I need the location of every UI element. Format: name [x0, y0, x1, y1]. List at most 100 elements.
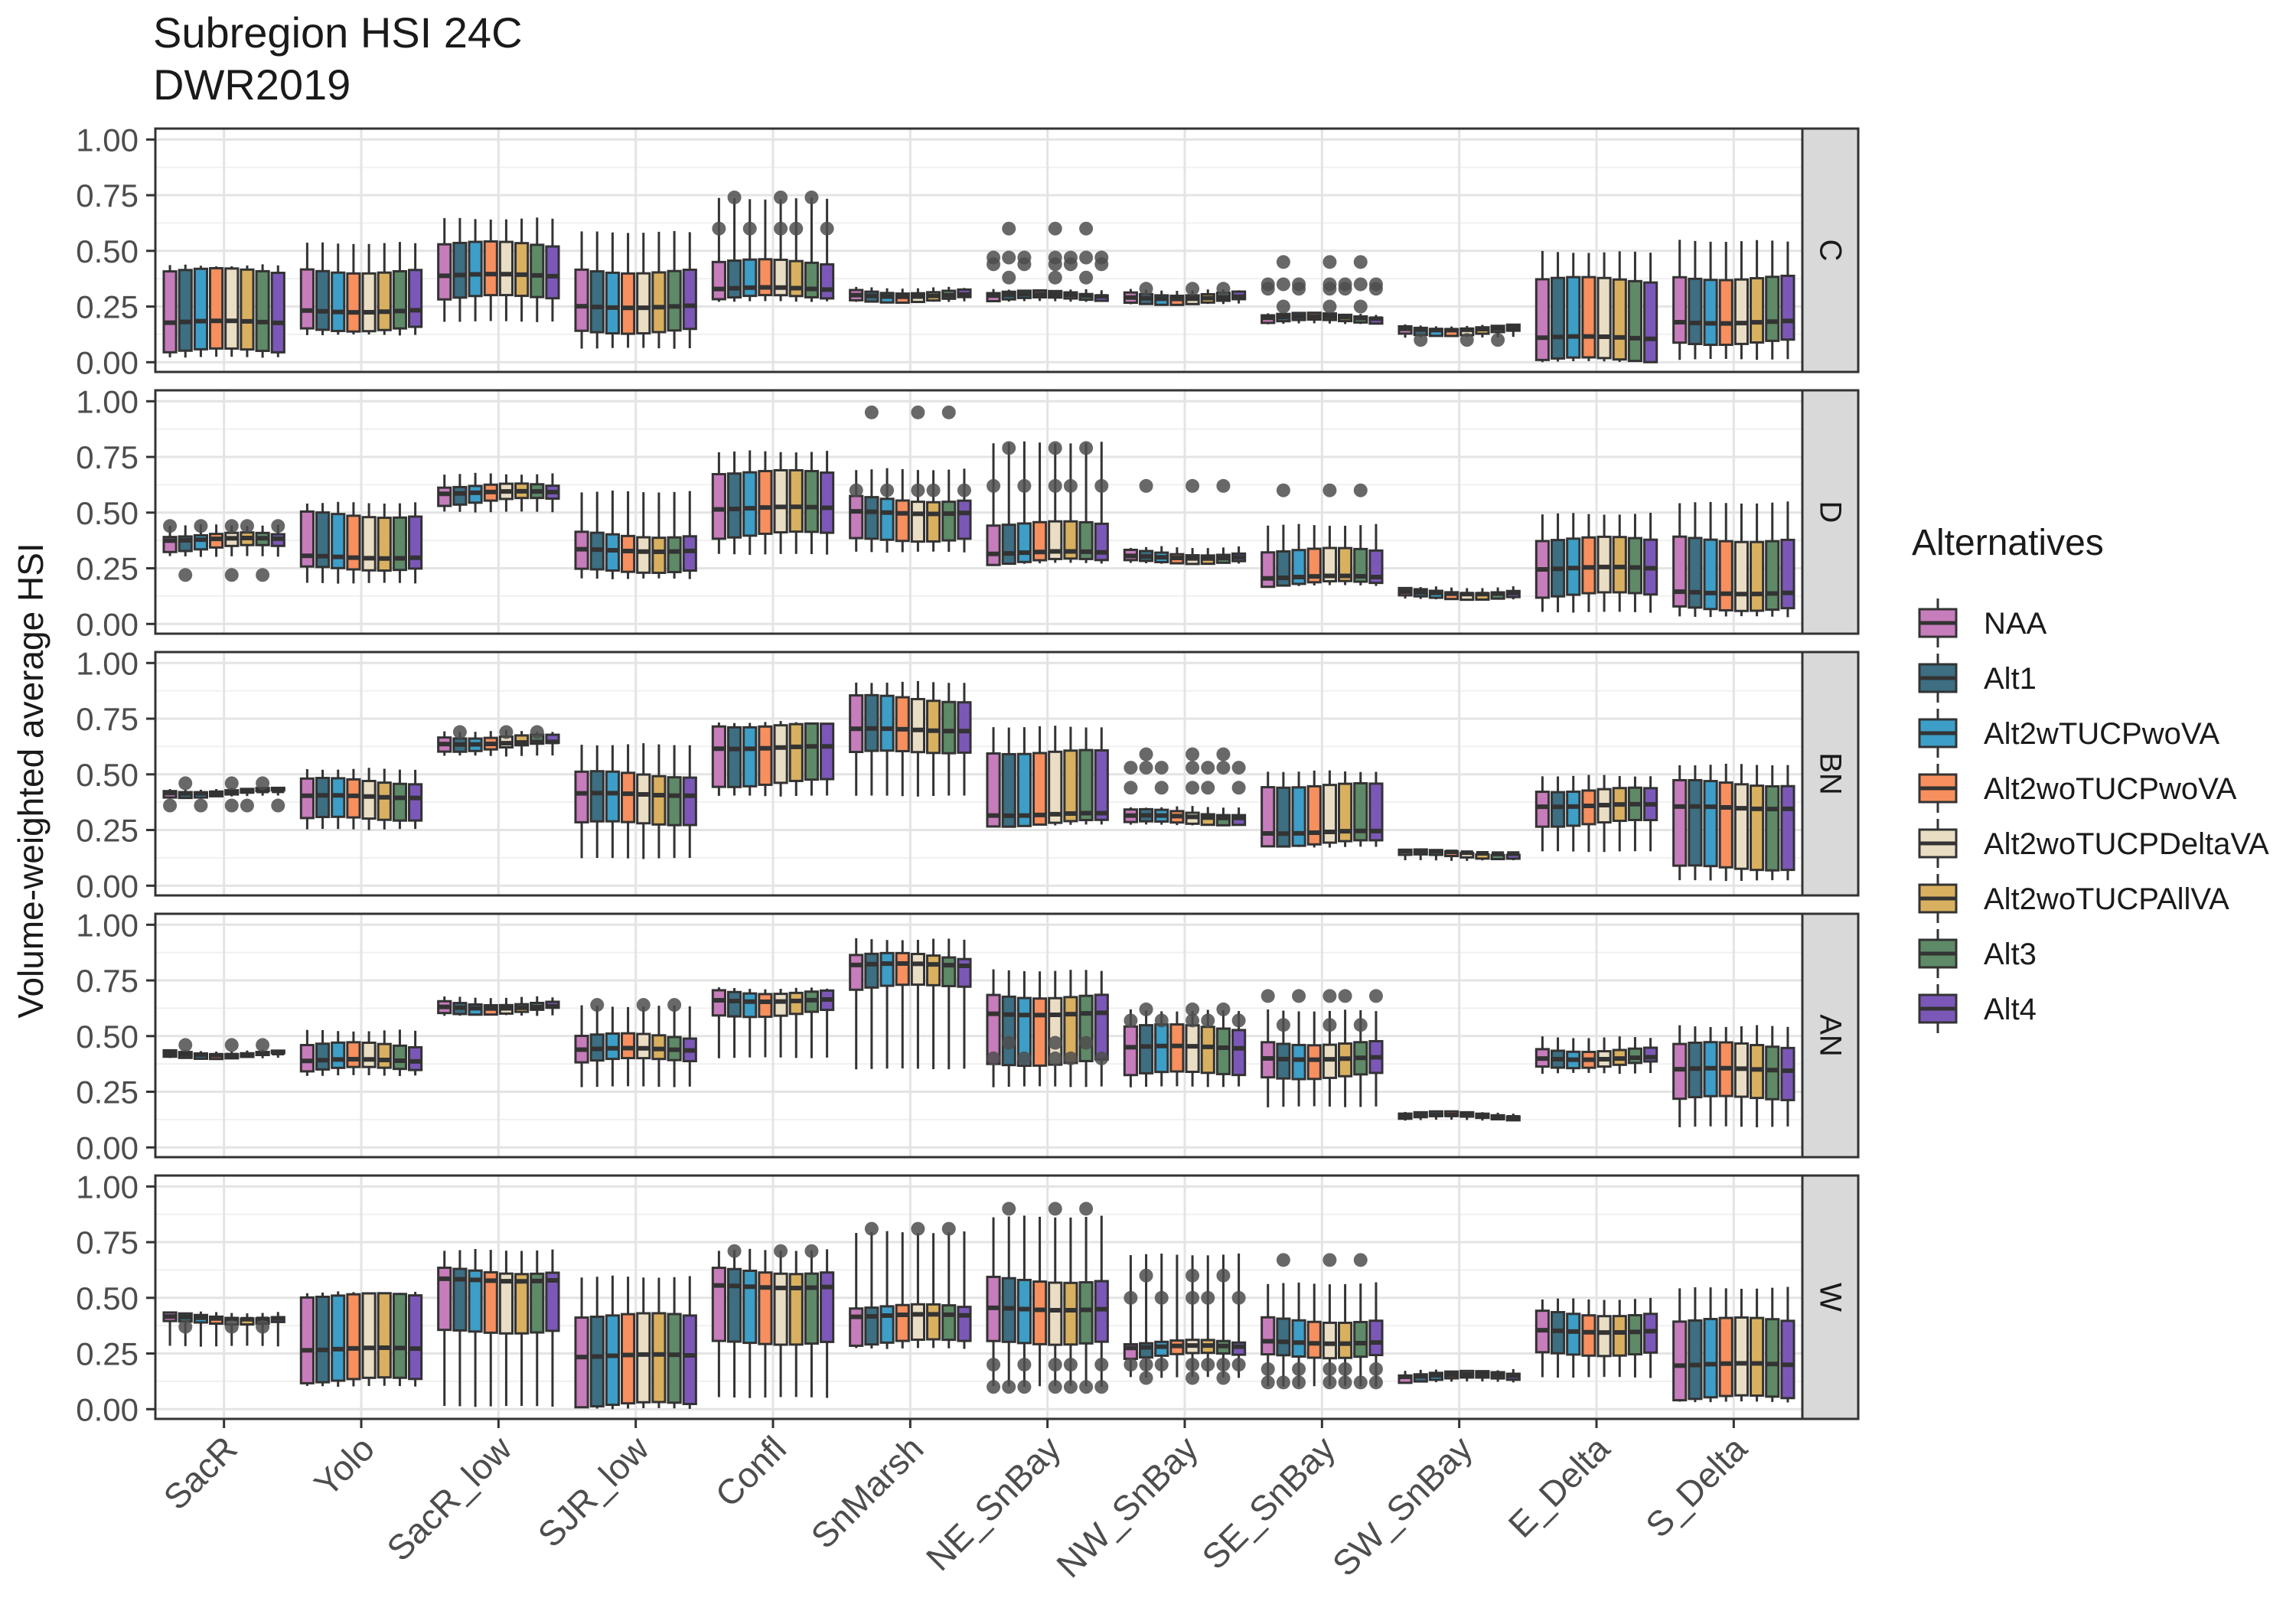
x-tick-label: SnMarsh	[803, 1428, 931, 1556]
box-alt2wotucpwova	[1581, 276, 1596, 359]
box-alt2wotucpallva	[1338, 782, 1353, 843]
y-tick-label: 0.25	[76, 551, 139, 587]
y-tick-label: 0.25	[76, 1075, 139, 1110]
box-alt3	[1765, 784, 1780, 872]
outlier-point	[911, 483, 925, 497]
outlier-point	[1139, 282, 1153, 296]
box-alt1	[726, 472, 742, 539]
y-tick-label: 0.25	[76, 813, 139, 849]
box-naa	[849, 1307, 864, 1347]
box-naa	[1672, 1320, 1688, 1402]
box-alt1	[452, 485, 468, 506]
box-alt2wotucpallva	[1063, 749, 1078, 823]
box-alt2wotucpwova	[1718, 279, 1733, 347]
box-alt2wotucpdeltava	[498, 1272, 514, 1335]
box-alt4	[682, 776, 697, 827]
outlier-point	[987, 1380, 1001, 1394]
box-alt2wotucpwova	[1306, 1320, 1322, 1359]
box-alt2wotucpallva	[926, 501, 941, 543]
box-alt3	[804, 470, 820, 533]
box-alt1	[726, 1267, 742, 1343]
outlier-point	[1048, 221, 1062, 236]
outlier-point	[1216, 1268, 1231, 1283]
outlier-point	[1459, 333, 1474, 347]
box-alt2wotucpwova	[1032, 997, 1048, 1067]
box-alt3	[1353, 547, 1368, 583]
box-alt2wotucpwova	[1032, 752, 1048, 826]
outlier-point	[224, 1319, 239, 1334]
box-alt2wotucpwova	[1306, 1044, 1322, 1081]
outlier-point	[1216, 1371, 1231, 1385]
box-alt2wotucpallva	[1750, 784, 1765, 872]
box-alt2wotucpdeltava	[636, 536, 651, 574]
box-alt2wotucpallva	[1612, 536, 1627, 594]
box-alt2wtucpwova	[1291, 1319, 1306, 1358]
outlier-point	[987, 1051, 1001, 1065]
outlier-point	[1322, 483, 1337, 497]
box-naa	[711, 473, 726, 540]
outlier-point	[774, 1244, 788, 1258]
box-alt2wotucpdeltava	[1048, 1281, 1063, 1346]
box-alt2wotucpallva	[514, 1273, 530, 1335]
box-alt2wtucpwova	[1703, 279, 1718, 347]
box-alt2wtucpwova	[331, 513, 346, 569]
outlier-point	[224, 798, 239, 813]
outlier-point	[774, 190, 788, 204]
box-alt2wotucpallva	[788, 259, 804, 298]
y-tick-label: 1.00	[76, 383, 139, 419]
box-alt2wotucpdeltava	[910, 501, 926, 543]
outlier-point	[1048, 270, 1062, 285]
y-tick-label: 0.75	[76, 1225, 139, 1260]
box-alt2wotucpdeltava	[361, 1041, 377, 1068]
outlier-point	[1368, 989, 1383, 1003]
outlier-point	[820, 221, 834, 236]
box-alt2wotucpdeltava	[773, 1272, 788, 1346]
outlier-point	[804, 1244, 819, 1258]
box-alt2wtucpwova	[331, 1294, 346, 1382]
y-tick-label: 0.00	[76, 1391, 139, 1427]
outlier-point	[1322, 1018, 1337, 1032]
box-alt2wotucpallva	[377, 1042, 392, 1069]
box-alt2wotucpallva	[1338, 546, 1353, 582]
box-alt1	[315, 1042, 331, 1071]
box-alt2wotucpwova	[758, 725, 773, 786]
outlier-point	[1017, 1358, 1032, 1372]
outlier-point	[1124, 1013, 1138, 1028]
outlier-point	[1017, 250, 1032, 265]
facet-strip	[1801, 389, 1860, 635]
box-alt1	[726, 259, 742, 299]
y-tick-label: 0.50	[76, 495, 139, 531]
outlier-point	[256, 568, 270, 582]
box-alt2wotucpdeltava	[361, 1292, 377, 1379]
outlier-point	[1368, 1362, 1383, 1376]
outlier-point	[1368, 1375, 1383, 1390]
box-naa	[711, 989, 726, 1017]
box-alt4	[957, 701, 972, 754]
outlier-point	[911, 1221, 925, 1236]
box-naa	[1261, 1316, 1276, 1356]
outlier-point	[1017, 1380, 1032, 1394]
outlier-point	[1063, 1380, 1078, 1394]
box-naa	[437, 1267, 452, 1332]
outlier-point	[941, 1221, 956, 1236]
box-alt2wotucpwova	[1032, 520, 1048, 562]
outlier-point	[1353, 1018, 1368, 1032]
box-alt1	[315, 269, 331, 331]
box-alt4	[682, 1314, 697, 1406]
outlier-point	[667, 998, 682, 1013]
outlier-point	[256, 1319, 270, 1334]
legend-entry-label: Alt2woTUCPDeltaVA	[1984, 827, 2269, 861]
outlier-point	[1201, 761, 1215, 775]
facet-strip	[1801, 1174, 1860, 1420]
box-alt4	[408, 515, 423, 570]
box-alt4	[1094, 993, 1109, 1061]
box-alt2wotucpwova	[1718, 781, 1733, 869]
outlier-point	[1079, 221, 1094, 236]
box-naa	[437, 486, 452, 507]
box-naa	[437, 243, 452, 301]
box-alt2wotucpdeltava	[224, 267, 240, 350]
box-alt1	[178, 269, 193, 352]
outlier-point	[1276, 1253, 1290, 1267]
box-alt2wotucpwova	[758, 258, 773, 297]
outlier-point	[727, 1244, 742, 1258]
